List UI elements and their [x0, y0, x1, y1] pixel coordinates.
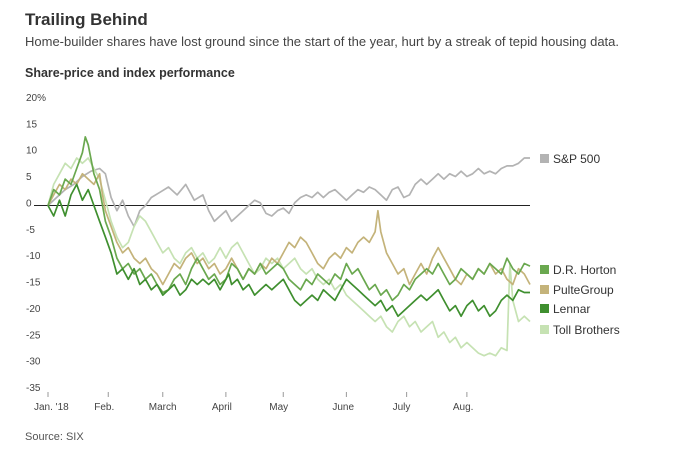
y-tick-label: -10: [26, 251, 41, 262]
x-tick-label: May: [269, 402, 288, 413]
legend-swatch: [540, 265, 549, 274]
y-tick-label: -5: [26, 225, 35, 236]
series-line-lennar: [47, 183, 530, 318]
legend-label: Toll Brothers: [553, 323, 620, 337]
legend-swatch: [540, 285, 549, 294]
series-line-s-p-500: [47, 157, 530, 228]
legend: S&P 500 D.R. Horton PulteGroup Lennar Toll B…: [540, 152, 620, 337]
x-tick-label: March: [149, 402, 177, 413]
line-chart: 20% 15 10 5 0 -5 -10 -15 -20 -25 -30 -35 Jan. '18 Fe…: [26, 93, 620, 413]
series-line-d-r-horton: [47, 136, 531, 302]
y-tick-label: 0: [26, 198, 32, 209]
y-tick-label: 5: [26, 172, 32, 183]
x-tick-label: Feb.: [94, 402, 114, 413]
series-line-pultegroup: [47, 172, 531, 286]
series-line-toll-brothers: [47, 157, 531, 357]
x-tick-label: Aug.: [453, 402, 474, 413]
legend-label: PulteGroup: [553, 283, 614, 297]
y-tick-label: 10: [26, 146, 38, 157]
y-tick-label: 15: [26, 119, 38, 130]
legend-label: S&P 500: [553, 152, 600, 166]
chart-subtitle: Home-builder shares have lost ground sin…: [25, 34, 620, 49]
chart-title: Share-price and index performance: [25, 66, 235, 80]
legend-swatch: [540, 325, 549, 334]
legend-swatch: [540, 304, 549, 313]
x-tick-label: Jan. '18: [34, 402, 69, 413]
y-tick-label: 20%: [26, 93, 46, 104]
x-tick-label: July: [393, 402, 411, 413]
y-tick-label: -20: [26, 304, 41, 315]
x-tick-label: April: [212, 402, 232, 413]
source-note: Source: SIX: [25, 431, 84, 443]
series-lines: [47, 136, 531, 357]
y-tick-label: -30: [26, 357, 41, 368]
legend-swatch: [540, 154, 549, 163]
y-tick-label: -25: [26, 330, 41, 341]
y-axis-ticks: 20% 15 10 5 0 -5 -10 -15 -20 -25 -30 -35: [26, 93, 46, 394]
x-axis-ticks: Jan. '18 Feb. March April May June July Aug.: [34, 392, 473, 413]
y-tick-label: -35: [26, 383, 41, 394]
chart-headline: Trailing Behind: [25, 10, 148, 29]
y-tick-label: -15: [26, 278, 41, 289]
x-tick-label: June: [332, 402, 354, 413]
legend-label: D.R. Horton: [553, 263, 616, 277]
legend-label: Lennar: [553, 302, 590, 316]
